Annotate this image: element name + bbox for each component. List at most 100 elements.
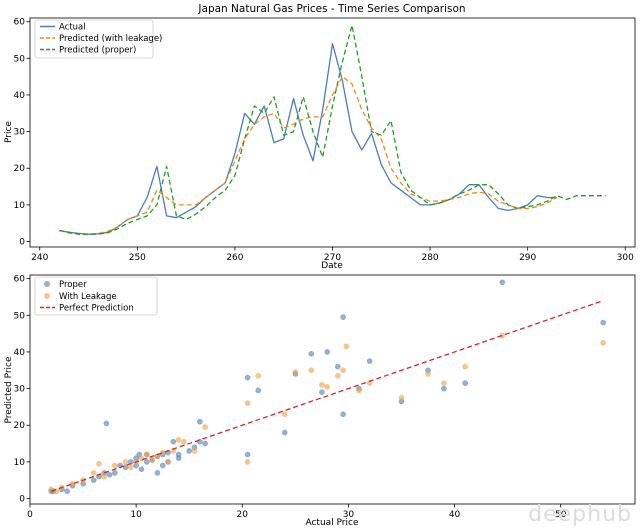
leakage-point: [244, 400, 251, 407]
proper-point: [64, 488, 70, 495]
y-tick-label: 30: [14, 385, 26, 395]
proper-point: [143, 459, 150, 465]
leakage-point: [165, 459, 171, 465]
leakage-point: [191, 448, 198, 454]
y-axis-label: Price: [4, 121, 14, 143]
legend: Proper With Leakage Perfect Prediction: [34, 276, 158, 316]
leakage-point: [101, 473, 108, 480]
proper-point: [366, 358, 373, 364]
proper-point: [244, 451, 251, 458]
leakage-point: [600, 339, 607, 346]
leakage-point: [69, 480, 76, 487]
proper-point: [340, 314, 346, 320]
series-line-with-leakage: [59, 75, 558, 235]
legend-swatch-leakage: [44, 293, 50, 299]
leakage-point: [202, 424, 208, 430]
x-axis-label: Date: [321, 261, 343, 271]
y-tick-label: 40: [14, 91, 26, 101]
perfect-prediction-line: [51, 300, 604, 492]
leakage-point: [122, 459, 129, 465]
proper-point: [170, 438, 177, 445]
x-tick-label: 240: [31, 253, 48, 263]
leakage-point: [398, 394, 405, 401]
legend-box: [34, 276, 158, 316]
proper-point: [340, 411, 346, 418]
x-axis-label: Actual Price: [305, 518, 358, 528]
x-tick-label: 10: [130, 510, 142, 520]
legend-entry-perfect: Perfect Prediction: [59, 304, 134, 314]
leakage-point: [143, 451, 150, 458]
watermark: deephub: [528, 502, 632, 527]
proper-point: [255, 387, 262, 394]
y-tick-label: 50: [14, 311, 26, 321]
leakage-point: [112, 462, 118, 469]
plot-area: [59, 24, 606, 235]
y-tick-label: 0: [19, 495, 25, 505]
y-axis-label: Predicted Price: [4, 356, 14, 424]
proper-point: [175, 451, 182, 458]
series-line-actual: [59, 42, 557, 235]
proper-point: [154, 470, 161, 476]
legend-entry-leakage: Predicted (with leakage): [59, 34, 162, 44]
x-tick-label: 20: [237, 510, 249, 520]
leakage-point: [334, 372, 341, 379]
legend-entry-actual: Actual: [59, 23, 86, 33]
x-tick-label: 270: [324, 253, 341, 263]
chart-title: Japan Natural Gas Prices - Time Series C…: [197, 3, 465, 15]
leakage-point: [292, 369, 299, 375]
proper-point: [334, 363, 341, 370]
proper-point: [186, 448, 192, 454]
proper-point: [441, 385, 447, 392]
proper-point: [112, 470, 118, 476]
scatter-chart: 0 10 20 30 40 50 0 10 20 30 40 50 60 Actual Price Pr…: [4, 274, 636, 528]
x-tick-label: 50: [555, 510, 567, 520]
leakage-point: [499, 332, 506, 339]
leakage-point: [96, 460, 102, 467]
y-tick-label: 60: [14, 275, 26, 285]
leakage-point: [425, 371, 431, 377]
x-tick-label: 290: [519, 253, 536, 263]
series-line-proper: [59, 24, 606, 235]
proper-point: [600, 319, 607, 326]
legend-entry-proper: Predicted (proper): [59, 46, 136, 56]
proper-point: [106, 471, 113, 478]
legend-entry-proper: Proper: [59, 280, 87, 290]
y-tick-label: 60: [14, 18, 26, 28]
x-tick-label: 280: [421, 253, 438, 263]
leakage-point: [255, 372, 262, 379]
proper-point: [462, 380, 469, 386]
time-series-chart: Japan Natural Gas Prices - Time Series C…: [4, 3, 636, 271]
leakage-point: [181, 438, 187, 445]
x-tick-label: 30: [343, 510, 355, 520]
leakage-point: [159, 449, 166, 456]
proper-point: [196, 418, 203, 425]
leakage-point: [149, 457, 155, 463]
leakage-point: [356, 387, 362, 394]
leakage-point: [244, 459, 251, 465]
leakage-point: [366, 380, 373, 386]
legend: Actual Predicted (with leakage) Predicte…: [34, 19, 162, 59]
y-tick-label: 10: [14, 201, 26, 211]
proper-point: [324, 349, 331, 355]
proper-point: [159, 462, 166, 469]
proper-point: [244, 374, 251, 381]
legend-entry-leakage: With Leakage: [59, 292, 117, 302]
axis-ticks: 0 10 20 30 40 50 0 10 20 30 40 50 60: [14, 275, 567, 520]
x-tick-label: 300: [617, 253, 634, 263]
y-tick-label: 10: [14, 458, 26, 468]
proper-point: [308, 350, 315, 357]
leakage-point: [462, 363, 469, 370]
leakage-point: [324, 383, 331, 390]
leakage-point: [127, 464, 134, 471]
x-tick-label: 250: [129, 253, 146, 263]
leakage-point: [308, 367, 315, 374]
leakage-point: [175, 437, 182, 443]
legend-box: [34, 19, 154, 59]
proper-point: [202, 440, 208, 447]
leakage-point: [281, 411, 288, 418]
leakage-point: [154, 453, 161, 460]
axes-frame: [29, 274, 636, 505]
x-tick-label: 40: [449, 510, 461, 520]
y-tick-label: 20: [14, 164, 26, 174]
